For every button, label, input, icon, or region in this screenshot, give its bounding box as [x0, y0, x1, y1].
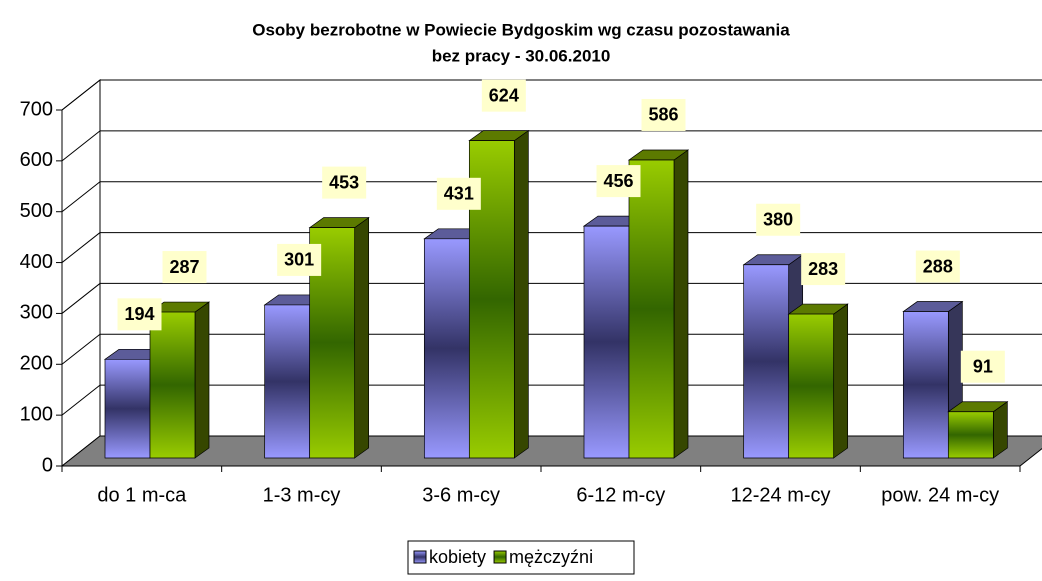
- x-tick-label: do 1 m-ca: [97, 484, 187, 506]
- value-label: 301: [284, 250, 314, 270]
- bar-face: [423, 238, 470, 459]
- back-wall: [99, 79, 1042, 437]
- y-tick-label: 400: [20, 251, 53, 273]
- value-label-box: [801, 253, 846, 286]
- x-tick-label: pow. 24 m-cy: [881, 484, 999, 506]
- bar: [148, 301, 211, 459]
- legend: [407, 540, 635, 575]
- bar-face: [628, 159, 675, 459]
- value-label-box: [436, 177, 481, 210]
- legend-label: kobiety: [429, 547, 486, 567]
- bar: [947, 401, 1009, 459]
- y-tick-label: 700: [20, 98, 53, 120]
- bar-face: [149, 311, 196, 459]
- bar-face: [902, 311, 949, 459]
- y-tick-label: 0: [42, 454, 53, 476]
- value-label-box: [162, 251, 207, 284]
- grid-line: [61, 333, 101, 365]
- value-label: 380: [763, 209, 793, 229]
- value-label-box: [277, 243, 322, 276]
- bar-face: [833, 303, 849, 459]
- bar-face: [104, 358, 151, 459]
- bar-face: [583, 225, 630, 459]
- value-label: 431: [444, 184, 474, 204]
- legend-label: mężczyźni: [509, 547, 593, 567]
- y-tick-label: 100: [20, 403, 53, 425]
- value-label-box: [117, 298, 162, 331]
- legend-swatch: [493, 550, 507, 564]
- bar-face: [513, 129, 529, 459]
- value-label: 288: [923, 256, 953, 276]
- value-label-box: [915, 250, 960, 283]
- x-tick-label: 1-3 m-cy: [263, 484, 341, 506]
- bar-face: [673, 149, 689, 459]
- grid-line: [61, 384, 101, 416]
- side-wall: [61, 78, 101, 468]
- grid-line: [61, 130, 101, 162]
- value-label: 91: [973, 356, 993, 376]
- chart-subtitle: bez pracy - 30.06.2010: [432, 46, 611, 65]
- grid-line: [61, 283, 101, 314]
- bar-face: [354, 216, 370, 459]
- value-label: 283: [808, 259, 838, 279]
- y-tick-label: 500: [20, 200, 53, 222]
- y-tick-label: 200: [20, 353, 53, 375]
- value-label: 586: [648, 105, 678, 125]
- value-label-box: [641, 98, 686, 131]
- bar-face: [309, 227, 356, 459]
- bar-face: [194, 301, 210, 459]
- bar-face: [947, 411, 994, 459]
- value-label-box: [322, 166, 367, 199]
- value-label-box: [596, 165, 641, 198]
- x-tick-label: 6-12 m-cy: [576, 484, 665, 506]
- chart-title: Osoby bezrobotne w Powiecie Bydgoskim wg…: [252, 20, 790, 39]
- bar-face: [788, 313, 835, 459]
- x-tick-label: 3-6 m-cy: [422, 484, 500, 506]
- grid-line: [61, 232, 101, 263]
- bar-face: [743, 264, 790, 459]
- bar: [308, 216, 370, 459]
- bar: [627, 149, 690, 459]
- bar-face: [468, 140, 515, 459]
- value-label-box: [756, 203, 801, 236]
- y-tick-label: 300: [20, 302, 53, 324]
- bar: [787, 303, 849, 459]
- legend-swatch: [413, 550, 427, 564]
- value-label: 287: [169, 257, 199, 277]
- bar-face: [264, 304, 311, 459]
- value-label: 194: [124, 304, 154, 324]
- value-label: 453: [329, 172, 359, 192]
- y-tick-label: 600: [20, 149, 53, 171]
- value-label-box: [960, 350, 1005, 383]
- value-label: 456: [603, 171, 633, 191]
- bar: [468, 129, 530, 459]
- value-label: 624: [489, 85, 519, 105]
- x-tick-label: 12-24 m-cy: [730, 484, 830, 506]
- value-label-box: [481, 79, 526, 112]
- grid-line: [61, 79, 101, 111]
- grid-line: [61, 181, 101, 213]
